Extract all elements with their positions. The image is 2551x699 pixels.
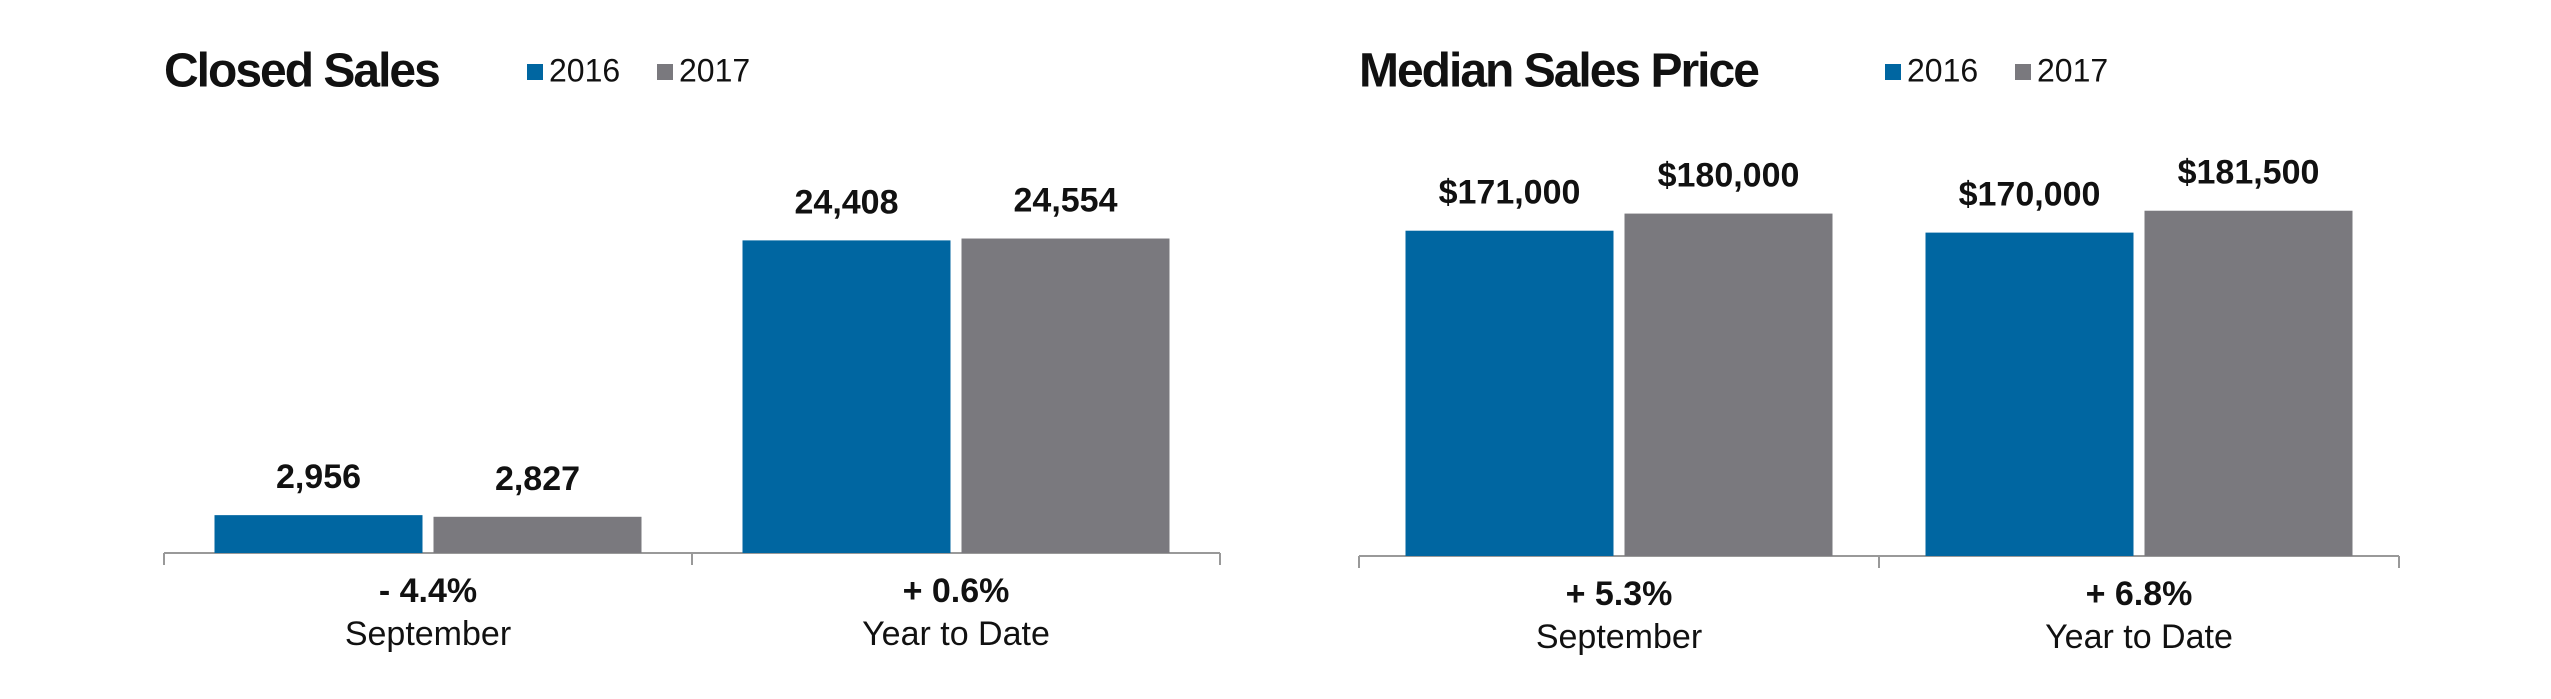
value-label: 24,408: [795, 183, 899, 221]
bar: [214, 515, 423, 553]
bar: [961, 238, 1170, 554]
bar: [1624, 213, 1833, 556]
legend-label: 2017: [2037, 52, 2108, 88]
change-label: + 0.6%: [903, 572, 1010, 610]
value-label: 2,827: [495, 460, 580, 498]
legend-swatch: [527, 64, 543, 80]
change-label: - 4.4%: [379, 572, 477, 610]
category-label: September: [345, 615, 511, 653]
category-label: Year to Date: [2045, 618, 2233, 656]
bar: [2144, 210, 2353, 556]
legend-label: 2016: [1907, 52, 1978, 88]
chart-title: Closed Sales: [164, 45, 439, 98]
value-label: 24,554: [1014, 182, 1118, 220]
bar: [433, 516, 642, 553]
chart-title: Median Sales Price: [1359, 45, 1759, 98]
value-label: $170,000: [1959, 176, 2101, 214]
legend-label: 2017: [679, 52, 750, 88]
category-label: Year to Date: [862, 615, 1050, 653]
change-label: + 5.3%: [1566, 575, 1673, 613]
value-label: 2,956: [276, 458, 361, 496]
value-label: $181,500: [2178, 154, 2320, 192]
legend-swatch: [1885, 64, 1901, 80]
category-label: September: [1536, 618, 1702, 656]
bar: [1405, 230, 1614, 556]
legend-label: 2016: [549, 52, 620, 88]
legend-swatch: [2015, 64, 2031, 80]
value-label: $171,000: [1439, 174, 1581, 212]
bar: [742, 240, 951, 553]
legend-swatch: [657, 64, 673, 80]
change-label: + 6.8%: [2086, 575, 2193, 613]
value-label: $180,000: [1658, 157, 1800, 195]
bar: [1925, 232, 2134, 556]
